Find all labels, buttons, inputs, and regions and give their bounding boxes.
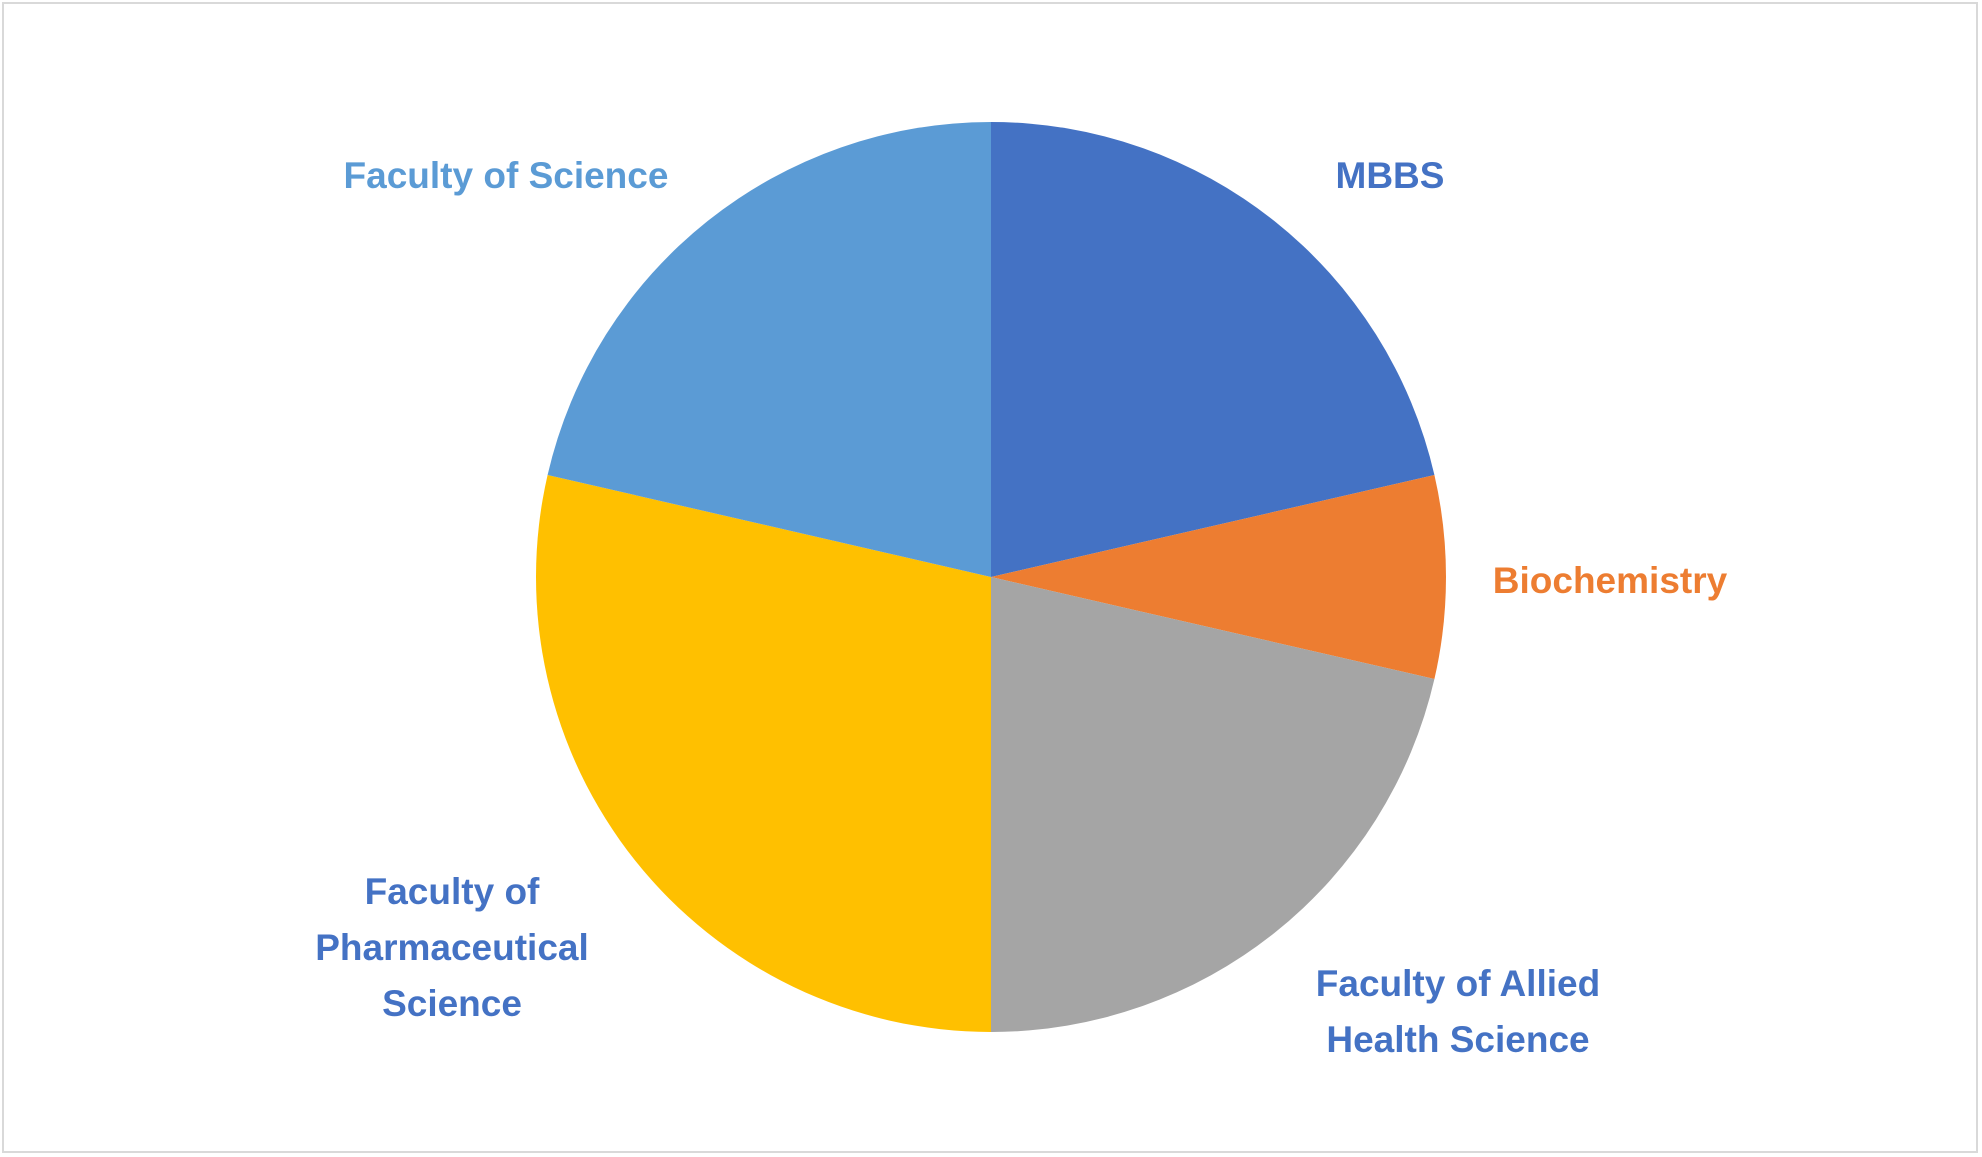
slice-label-faculty-of-pharmaceutical-science: Faculty of Pharmaceutical Science bbox=[315, 871, 589, 1024]
slice-label-faculty-of-allied-health-science: Faculty of Allied Health Science bbox=[1316, 963, 1600, 1060]
slice-label-faculty-of-science: Faculty of Science bbox=[344, 155, 669, 196]
pie-slice-faculty-of-pharmaceutical-science bbox=[536, 474, 991, 1033]
pie-slices bbox=[536, 121, 1446, 1033]
slice-label-biochemistry: Biochemistry bbox=[1493, 560, 1728, 601]
pie-slice-biochemistry bbox=[991, 474, 1446, 680]
pie-slice-mbbs bbox=[991, 122, 1435, 577]
pie-slice-faculty-of-allied-health-science bbox=[991, 577, 1435, 1032]
pie-labels: MBBS Biochemistry Faculty of Allied Health … bbox=[315, 155, 1727, 1060]
slice-label-mbbs: MBBS bbox=[1336, 155, 1445, 196]
pie-slice-faculty-of-science bbox=[547, 121, 991, 578]
